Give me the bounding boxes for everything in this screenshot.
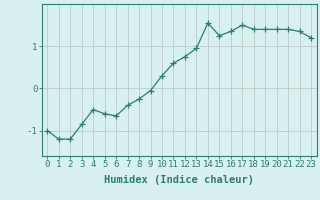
X-axis label: Humidex (Indice chaleur): Humidex (Indice chaleur) xyxy=(104,175,254,185)
